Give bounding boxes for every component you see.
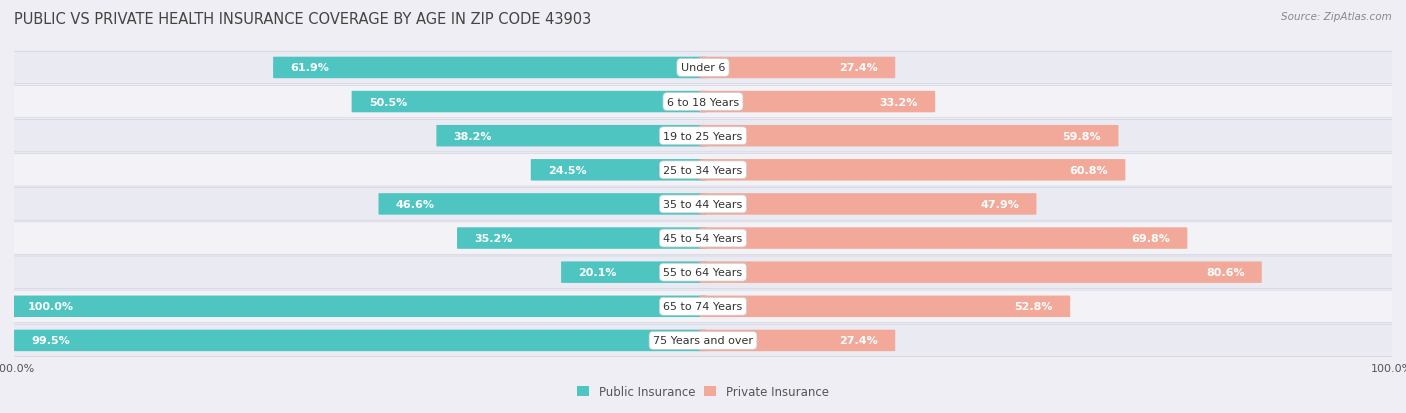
FancyBboxPatch shape — [436, 126, 706, 147]
FancyBboxPatch shape — [352, 92, 706, 113]
FancyBboxPatch shape — [4, 154, 1402, 187]
Text: 33.2%: 33.2% — [880, 97, 918, 107]
Text: 35.2%: 35.2% — [474, 233, 513, 243]
FancyBboxPatch shape — [700, 160, 1125, 181]
FancyBboxPatch shape — [4, 188, 1402, 221]
FancyBboxPatch shape — [561, 262, 706, 283]
Text: 65 to 74 Years: 65 to 74 Years — [664, 301, 742, 311]
FancyBboxPatch shape — [700, 228, 1187, 249]
FancyBboxPatch shape — [4, 256, 1402, 289]
Text: 27.4%: 27.4% — [839, 336, 877, 346]
Text: 99.5%: 99.5% — [31, 336, 70, 346]
Text: 46.6%: 46.6% — [395, 199, 434, 209]
Text: Source: ZipAtlas.com: Source: ZipAtlas.com — [1281, 12, 1392, 22]
Text: 25 to 34 Years: 25 to 34 Years — [664, 166, 742, 176]
FancyBboxPatch shape — [700, 57, 896, 79]
Text: PUBLIC VS PRIVATE HEALTH INSURANCE COVERAGE BY AGE IN ZIP CODE 43903: PUBLIC VS PRIVATE HEALTH INSURANCE COVER… — [14, 12, 592, 27]
FancyBboxPatch shape — [4, 52, 1402, 84]
FancyBboxPatch shape — [14, 330, 706, 351]
Text: 20.1%: 20.1% — [578, 268, 617, 278]
FancyBboxPatch shape — [700, 92, 935, 113]
FancyBboxPatch shape — [700, 296, 1070, 317]
Text: 19 to 25 Years: 19 to 25 Years — [664, 131, 742, 141]
Text: 52.8%: 52.8% — [1015, 301, 1053, 311]
Text: 75 Years and over: 75 Years and over — [652, 336, 754, 346]
Legend: Public Insurance, Private Insurance: Public Insurance, Private Insurance — [572, 381, 834, 403]
Text: 24.5%: 24.5% — [548, 166, 586, 176]
FancyBboxPatch shape — [700, 126, 1118, 147]
Text: 6 to 18 Years: 6 to 18 Years — [666, 97, 740, 107]
FancyBboxPatch shape — [531, 160, 706, 181]
Text: 61.9%: 61.9% — [290, 63, 329, 73]
Text: 55 to 64 Years: 55 to 64 Years — [664, 268, 742, 278]
FancyBboxPatch shape — [378, 194, 706, 215]
Text: 27.4%: 27.4% — [839, 63, 877, 73]
FancyBboxPatch shape — [273, 57, 706, 79]
FancyBboxPatch shape — [4, 290, 1402, 323]
Text: 59.8%: 59.8% — [1063, 131, 1101, 141]
FancyBboxPatch shape — [700, 194, 1036, 215]
FancyBboxPatch shape — [700, 262, 1261, 283]
Text: 45 to 54 Years: 45 to 54 Years — [664, 233, 742, 243]
Text: 50.5%: 50.5% — [368, 97, 408, 107]
FancyBboxPatch shape — [457, 228, 706, 249]
Text: 69.8%: 69.8% — [1132, 233, 1170, 243]
FancyBboxPatch shape — [4, 120, 1402, 152]
Text: 100.0%: 100.0% — [28, 301, 75, 311]
FancyBboxPatch shape — [4, 325, 1402, 357]
Text: 35 to 44 Years: 35 to 44 Years — [664, 199, 742, 209]
Text: 80.6%: 80.6% — [1206, 268, 1244, 278]
FancyBboxPatch shape — [4, 222, 1402, 255]
FancyBboxPatch shape — [4, 86, 1402, 119]
FancyBboxPatch shape — [11, 296, 706, 317]
Text: 60.8%: 60.8% — [1070, 166, 1108, 176]
FancyBboxPatch shape — [700, 330, 896, 351]
Text: 38.2%: 38.2% — [454, 131, 492, 141]
Text: Under 6: Under 6 — [681, 63, 725, 73]
Text: 47.9%: 47.9% — [980, 199, 1019, 209]
